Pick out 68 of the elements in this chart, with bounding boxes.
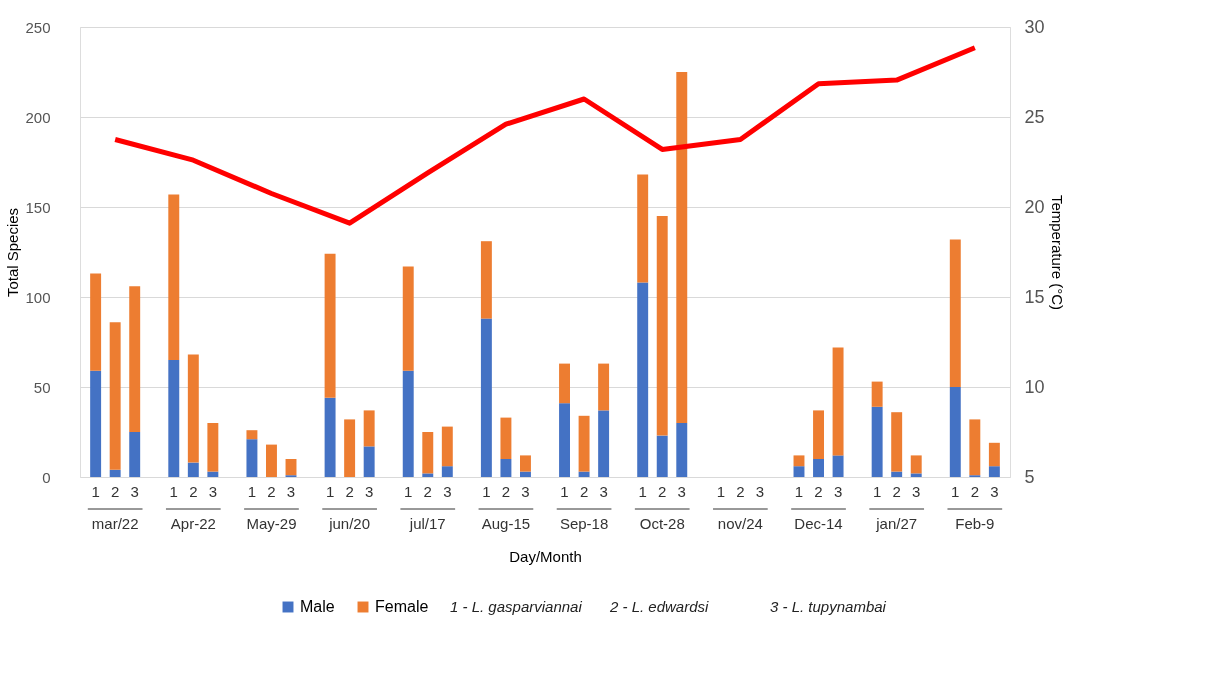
x-tick-label: 1 <box>638 483 647 500</box>
text: Apr-22 <box>170 515 216 532</box>
y-tick-label: 100 <box>25 288 51 306</box>
x-tick-label: 1 <box>91 483 100 500</box>
x-tick-label: 2 <box>501 483 511 500</box>
text: Aug-15 <box>481 515 531 532</box>
text: Sep-18 <box>559 515 609 532</box>
x-tick-label: 2 <box>658 483 667 500</box>
x-tick-label: 1 <box>716 483 726 500</box>
y2-tick-label: 25 <box>1024 106 1045 127</box>
x-tick-label: 3 <box>990 483 999 500</box>
y-tick-label: 50 <box>33 378 51 396</box>
x-tick-label: 3 <box>443 483 452 500</box>
x-tick-label: 2 <box>111 483 120 500</box>
y-tick-label: 150 <box>25 198 51 216</box>
x-tick-label: 2 <box>579 483 589 500</box>
legend-label: Male <box>300 598 335 615</box>
x-tick-label: 1 <box>404 483 413 500</box>
text: 2 - L. edwardsi <box>609 598 710 615</box>
y-tick-label: 0 <box>42 468 51 486</box>
text: jun/20 <box>328 515 371 532</box>
x-tick-label: 3 <box>286 483 296 500</box>
x-tick-label: 1 <box>482 483 491 500</box>
legend-label: Female <box>375 598 429 615</box>
y2-tick-label: 30 <box>1024 16 1045 37</box>
y-tick-label: 250 <box>25 18 51 36</box>
x-tick-label: 1 <box>951 483 960 500</box>
x-tick-label: 1 <box>325 483 335 500</box>
x-tick-label: 2 <box>267 483 276 500</box>
x-tick-label: 3 <box>833 483 843 500</box>
x-tick-label: 3 <box>755 483 765 500</box>
text: jul/17 <box>408 515 446 532</box>
text: Feb-9 <box>955 515 995 532</box>
x-tick-label: 2 <box>345 483 354 500</box>
x-tick-label: 1 <box>872 483 882 500</box>
text: 1 - L. gasparviannai <box>450 598 583 615</box>
y-axis-title: Total Species <box>4 207 22 298</box>
x-tick-label: 2 <box>892 483 901 500</box>
x-tick-label: 3 <box>521 483 530 500</box>
x-tick-label: 3 <box>130 483 139 500</box>
x-tick-label: 3 <box>208 483 218 500</box>
text: nov/24 <box>717 515 763 532</box>
x-tick-label: 2 <box>189 483 198 500</box>
x-axis-title: Day/Month <box>509 547 582 565</box>
y-tick-label: 200 <box>25 108 51 126</box>
x-tick-label: 2 <box>970 483 979 500</box>
x-tick-label: 1 <box>247 483 257 500</box>
text: mar/22 <box>91 515 139 532</box>
x-tick-label: 3 <box>912 483 921 500</box>
x-tick-label: 2 <box>814 483 823 500</box>
text: Dec-14 <box>794 515 843 532</box>
x-tick-label: 3 <box>677 483 686 500</box>
y2-tick-label: 15 <box>1024 286 1045 307</box>
x-tick-label: 1 <box>169 483 178 500</box>
y2-axis-title: Temperature (°C) <box>1048 194 1066 311</box>
x-tick-label: 2 <box>423 483 432 500</box>
text: Oct-28 <box>639 515 685 532</box>
y2-tick-label: 10 <box>1024 376 1045 397</box>
text: jan/27 <box>875 515 918 532</box>
x-tick-label: 3 <box>364 483 374 500</box>
x-tick-label: 3 <box>599 483 608 500</box>
x-tick-label: 2 <box>736 483 745 500</box>
x-tick-label: 1 <box>794 483 804 500</box>
x-tick-label: 1 <box>560 483 569 500</box>
text: May-29 <box>246 515 297 532</box>
y2-tick-label: 5 <box>1024 466 1035 487</box>
y2-tick-label: 20 <box>1024 196 1045 217</box>
text: 3 - L. tupynambai <box>770 598 887 615</box>
